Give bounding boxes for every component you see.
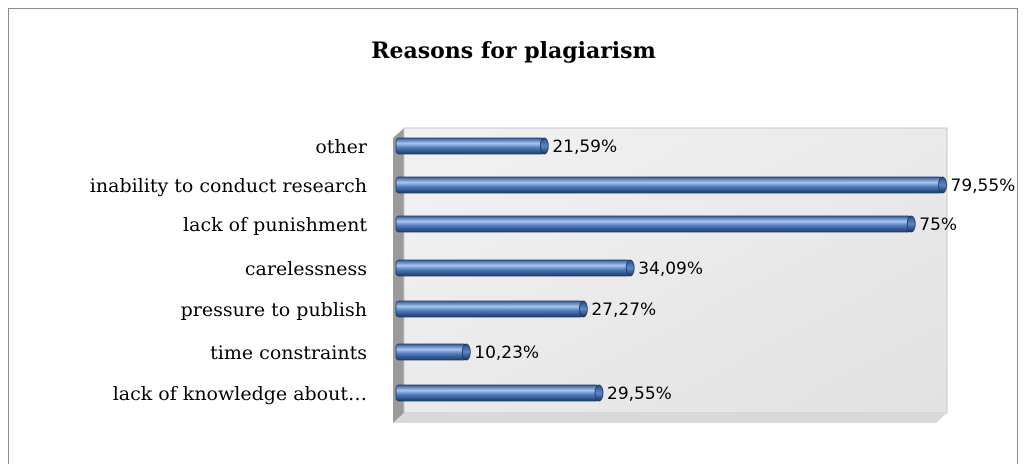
bar <box>395 176 943 194</box>
plot-floor <box>393 413 947 423</box>
value-label: 10,23% <box>474 343 539 363</box>
value-label: 79,55% <box>951 176 1016 196</box>
bar-end-cap <box>539 137 549 155</box>
value-label: 29,55% <box>607 384 672 404</box>
bar <box>395 137 545 155</box>
value-label: 34,09% <box>638 259 703 279</box>
bar <box>395 259 631 277</box>
category-label: lack of knowledge about… <box>113 383 367 405</box>
bar-end-cap <box>906 215 916 233</box>
category-label: lack of punishment <box>183 214 367 236</box>
value-label: 21,59% <box>552 137 617 157</box>
category-label: other <box>315 136 368 158</box>
category-label: time constraints <box>210 342 367 364</box>
bar-end-cap <box>578 300 588 318</box>
bar-end-cap <box>594 384 604 402</box>
bar-end-cap <box>625 259 635 277</box>
category-label: pressure to publish <box>181 299 367 321</box>
value-label: 27,27% <box>591 300 656 320</box>
value-label: 75% <box>919 215 957 235</box>
bar <box>395 215 912 233</box>
bar <box>395 343 467 361</box>
category-label: inability to conduct research <box>90 175 367 197</box>
bar <box>395 384 600 402</box>
bar <box>395 300 584 318</box>
chart-title: Reasons for plagiarism <box>371 38 656 64</box>
bar-end-cap <box>461 343 471 361</box>
category-label: carelessness <box>245 258 367 280</box>
bar-end-cap <box>938 176 947 194</box>
